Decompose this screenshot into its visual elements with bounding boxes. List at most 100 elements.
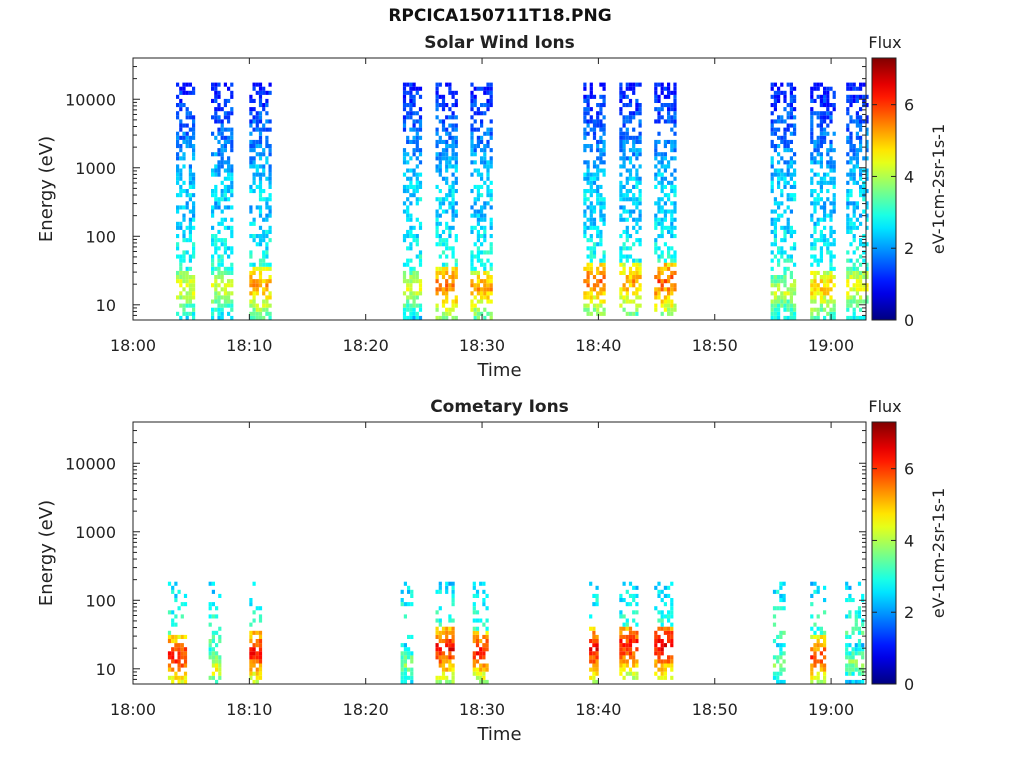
heatmap-cell <box>211 225 215 230</box>
heatmap-cell <box>628 115 633 120</box>
heatmap-cell <box>852 180 856 185</box>
heatmap-cell <box>628 168 633 173</box>
heatmap-cell <box>445 643 449 648</box>
heatmap-cell <box>589 115 593 120</box>
heatmap-cell <box>586 111 590 116</box>
heatmap-cell <box>663 593 667 598</box>
heatmap-cell <box>855 270 859 275</box>
heatmap-cell <box>586 168 590 173</box>
heatmap-cell <box>268 82 272 87</box>
heatmap-cell <box>780 291 784 296</box>
heatmap-cell <box>596 148 600 153</box>
heatmap-cell <box>855 275 859 280</box>
heatmap-cell <box>182 307 186 312</box>
heatmap-cell <box>813 246 817 251</box>
heatmap-cell <box>445 262 449 267</box>
heatmap-cell <box>265 254 269 259</box>
heatmap-cell <box>192 303 196 308</box>
heatmap-cell <box>619 651 623 656</box>
heatmap-cell <box>657 287 661 292</box>
heatmap-cell <box>211 315 215 320</box>
heatmap-cell <box>819 307 823 312</box>
heatmap-cell <box>409 275 413 280</box>
heatmap-cell <box>451 164 455 169</box>
heatmap-cell <box>448 193 452 198</box>
heatmap-cell <box>220 119 224 124</box>
heatmap-cell <box>786 217 790 222</box>
heatmap-cell <box>214 184 218 189</box>
heatmap-cell <box>673 254 677 259</box>
heatmap-cell <box>451 679 455 684</box>
heatmap-cell <box>772 622 777 627</box>
heatmap-cell <box>265 176 269 181</box>
heatmap-cell <box>854 643 858 648</box>
heatmap-cell <box>473 242 477 247</box>
heatmap-cell <box>214 107 218 112</box>
heatmap-cell <box>826 94 830 99</box>
heatmap-cell <box>454 103 458 108</box>
heatmap-cell <box>670 127 674 132</box>
heatmap-cell <box>592 250 597 255</box>
heatmap-cell <box>185 123 189 128</box>
heatmap-cell <box>258 115 263 120</box>
heatmap-cell <box>654 643 658 648</box>
heatmap-cell <box>249 598 253 603</box>
heatmap-cell <box>619 659 623 664</box>
heatmap-cell <box>438 234 442 239</box>
heatmap-cell <box>223 295 227 300</box>
heatmap-cell <box>223 139 227 144</box>
heatmap-cell <box>480 176 484 181</box>
heatmap-cell <box>230 234 234 239</box>
heatmap-cell <box>255 671 259 676</box>
heatmap-cell <box>472 610 476 615</box>
heatmap-cell <box>589 176 593 181</box>
heatmap-cell <box>406 213 410 218</box>
heatmap-cell <box>667 103 671 108</box>
heatmap-cell <box>451 189 455 194</box>
heatmap-cell <box>412 94 416 99</box>
heatmap-cell <box>859 270 863 275</box>
heatmap-cell <box>855 299 859 304</box>
heatmap-cell <box>813 287 817 292</box>
heatmap-cell <box>832 229 836 234</box>
heatmap-cell <box>454 156 458 161</box>
heatmap-cell <box>482 671 486 676</box>
heatmap-cell <box>255 123 259 128</box>
heatmap-cell <box>660 180 664 185</box>
heatmap-cell <box>214 275 218 280</box>
heatmap-cell <box>438 172 442 177</box>
heatmap-cell <box>848 593 852 598</box>
heatmap-cell <box>258 152 263 157</box>
heatmap-cell <box>773 98 777 103</box>
heatmap-cell <box>217 197 221 202</box>
heatmap-cell <box>583 144 587 149</box>
heatmap-cell <box>174 671 178 676</box>
heatmap-cell <box>855 246 859 251</box>
heatmap-cell <box>192 242 196 247</box>
heatmap-cell <box>851 671 855 676</box>
heatmap-cell <box>851 630 855 635</box>
heatmap-cell <box>174 598 178 603</box>
heatmap-cell <box>670 139 674 144</box>
heatmap-cell <box>602 221 606 226</box>
heatmap-cell <box>657 168 661 173</box>
heatmap-cell <box>211 86 215 91</box>
heatmap-cell <box>448 205 452 210</box>
heatmap-cell <box>816 258 820 263</box>
heatmap-cell <box>409 86 413 91</box>
heatmap-cell <box>589 311 593 316</box>
heatmap-cell <box>819 152 823 157</box>
heatmap-cell <box>268 184 272 189</box>
heatmap-cell <box>182 189 186 194</box>
heatmap-cell <box>171 639 175 644</box>
heatmap-cell <box>845 630 849 635</box>
heatmap-cell <box>211 131 215 136</box>
heatmap-cell <box>451 647 455 652</box>
heatmap-cell <box>826 303 830 308</box>
heatmap-cell <box>654 217 658 222</box>
heatmap-cell <box>470 127 474 132</box>
heatmap-cell <box>451 139 455 144</box>
heatmap-cell <box>268 229 272 234</box>
heatmap-cell <box>770 250 774 255</box>
